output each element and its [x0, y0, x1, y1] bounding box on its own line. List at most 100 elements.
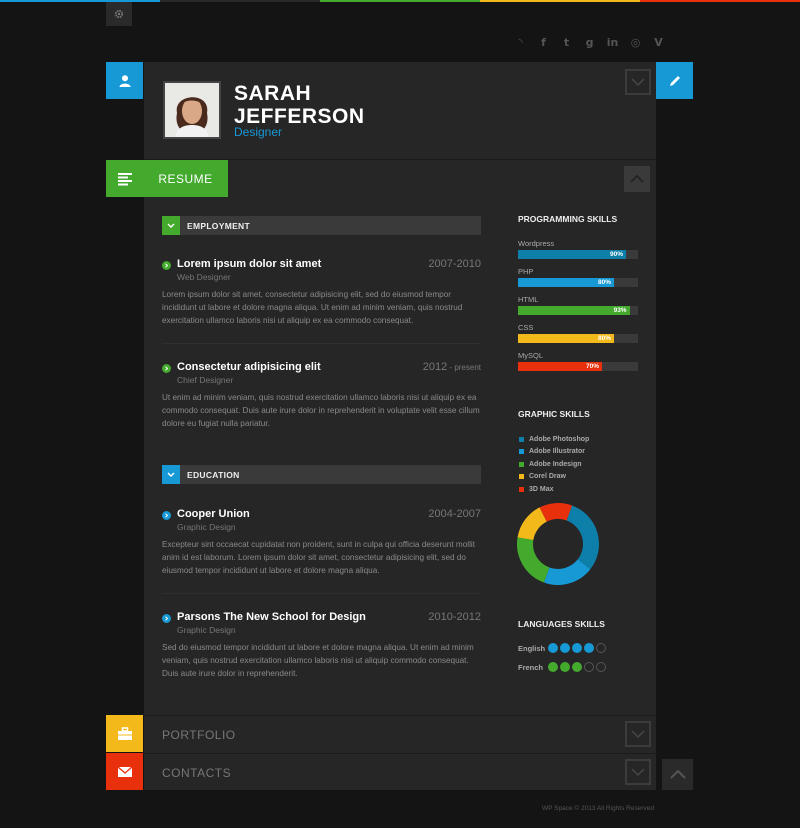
- profile-toggle-button[interactable]: [625, 69, 651, 95]
- skill-track: 93%: [518, 306, 638, 315]
- chevron-right-icon: [162, 364, 171, 373]
- skill-track: 70%: [518, 362, 638, 371]
- chevron-up-icon: [669, 770, 686, 779]
- dribbble-icon[interactable]: ◎: [630, 36, 641, 49]
- language-level-dot: [548, 643, 558, 653]
- graphic-skills-heading: GRAPHIC SKILLS: [518, 409, 590, 419]
- skill-track: 90%: [518, 250, 638, 259]
- entry-divider: [162, 343, 481, 344]
- portfolio-toggle-button[interactable]: [625, 721, 651, 747]
- language-level-dot: [596, 662, 606, 672]
- skill-percent: 80%: [597, 335, 611, 342]
- skill-name: PHP: [518, 267, 534, 276]
- portfolio-label: PORTFOLIO: [162, 728, 236, 742]
- top-color-strip: [0, 0, 800, 2]
- employment-item: Consectetur adipisicing elit 2012 - pres…: [162, 361, 481, 441]
- donut-slice: [566, 505, 599, 570]
- portfolio-row[interactable]: PORTFOLIO: [144, 715, 656, 752]
- legend-swatch: [519, 486, 524, 492]
- contacts-row[interactable]: CONTACTS: [144, 753, 656, 790]
- skill-bar: MySQL 70%: [518, 351, 638, 371]
- education-description: Excepteur sint occaecat cupidatat non pr…: [162, 540, 475, 575]
- education-date: 2004-2007: [428, 508, 481, 520]
- language-level-dot: [572, 643, 582, 653]
- legend-swatch: [519, 436, 524, 442]
- programming-skills-heading: PROGRAMMING SKILLS: [518, 214, 618, 224]
- chevron-down-icon: [631, 768, 645, 776]
- language-level-dot: [560, 643, 570, 653]
- contacts-label: CONTACTS: [162, 766, 232, 780]
- twitter-icon[interactable]: t: [563, 36, 570, 49]
- legend-swatch: [519, 449, 524, 455]
- language-level-dot: [596, 643, 606, 653]
- resume-tab-icon[interactable]: [106, 160, 143, 197]
- gear-icon: [114, 9, 124, 19]
- date-main: 2012: [422, 361, 448, 373]
- employment-item: Lorem ipsum dolor sit amet 2007-2010 Web…: [162, 258, 481, 338]
- education-subtitle: Graphic Design: [177, 522, 236, 532]
- employment-subtitle: Web Designer: [177, 272, 231, 282]
- legend-swatch: [519, 474, 524, 480]
- donut-slice: [539, 503, 573, 522]
- education-title: Parsons The New School for Design: [177, 611, 366, 623]
- education-toggle[interactable]: [162, 465, 180, 484]
- resume-card: [144, 62, 656, 790]
- legend-label: Adobe Photoshop: [529, 435, 590, 443]
- education-item: Cooper Union 2004-2007 Graphic Design Ex…: [162, 508, 481, 588]
- legend-item: Adobe Indesign: [519, 458, 589, 471]
- language-name: French: [518, 662, 544, 672]
- education-title: Cooper Union: [177, 508, 250, 520]
- skill-fill: 80%: [518, 278, 614, 287]
- google-plus-icon[interactable]: g: [585, 36, 594, 49]
- edit-button[interactable]: [656, 62, 693, 99]
- skill-bar: Wordpress 90%: [518, 239, 638, 259]
- skill-percent: 90%: [609, 251, 623, 258]
- skill-percent: 93%: [613, 307, 627, 314]
- skill-fill: 93%: [518, 306, 630, 315]
- legend-swatch: [519, 461, 524, 467]
- chevron-right-icon: [162, 511, 171, 520]
- vimeo-icon[interactable]: V: [654, 36, 663, 49]
- avatar-photo: [165, 83, 219, 137]
- linkedin-icon[interactable]: in: [606, 36, 619, 49]
- portfolio-tab-icon[interactable]: [106, 715, 143, 752]
- legend-item: Corel Draw: [519, 471, 589, 484]
- employment-toggle[interactable]: [162, 216, 180, 235]
- legend-label: 3D Max: [529, 485, 554, 493]
- language-level-dot: [572, 662, 582, 672]
- language-level-dot: [584, 643, 594, 653]
- chevron-down-icon: [167, 472, 175, 477]
- contacts-tab-icon[interactable]: [106, 753, 143, 790]
- date-main: 2007-2010: [428, 258, 481, 270]
- last-name: JEFFERSON: [234, 105, 365, 128]
- skill-name: HTML: [518, 295, 539, 304]
- chevron-right-icon: [162, 261, 171, 270]
- back-to-top-button[interactable]: [662, 759, 693, 790]
- legend-item: Adobe Photoshop: [519, 433, 589, 446]
- contacts-toggle-button[interactable]: [625, 759, 651, 785]
- graphic-skills-legend: Adobe Photoshop Adobe Illustrator Adobe In…: [519, 433, 589, 496]
- resume-tab[interactable]: RESUME: [143, 160, 228, 197]
- briefcase-icon: [117, 726, 132, 740]
- donut-slice: [517, 507, 548, 541]
- strip-segment: [160, 0, 320, 2]
- settings-button[interactable]: [106, 2, 132, 26]
- legend-label: Adobe Illustrator: [529, 448, 586, 456]
- entry-divider: [162, 593, 481, 594]
- envelope-icon: [117, 766, 132, 777]
- language-level-dot: [560, 662, 570, 672]
- legend-item: 3D Max: [519, 483, 589, 496]
- skill-fill: 70%: [518, 362, 602, 371]
- rss-icon[interactable]: ◝: [518, 36, 523, 49]
- resume-collapse-button[interactable]: [624, 166, 650, 192]
- header-divider: [144, 159, 656, 160]
- profile-tab-button[interactable]: [106, 62, 143, 99]
- language-level-dot: [584, 662, 594, 672]
- employment-date: 2012 - present: [423, 361, 481, 373]
- facebook-icon[interactable]: f: [541, 36, 546, 49]
- employment-title: Consectetur adipisicing elit: [177, 361, 321, 373]
- chevron-down-icon: [167, 223, 175, 228]
- chevron-up-icon: [630, 175, 644, 183]
- skill-track: 80%: [518, 334, 638, 343]
- strip-segment: [480, 0, 640, 2]
